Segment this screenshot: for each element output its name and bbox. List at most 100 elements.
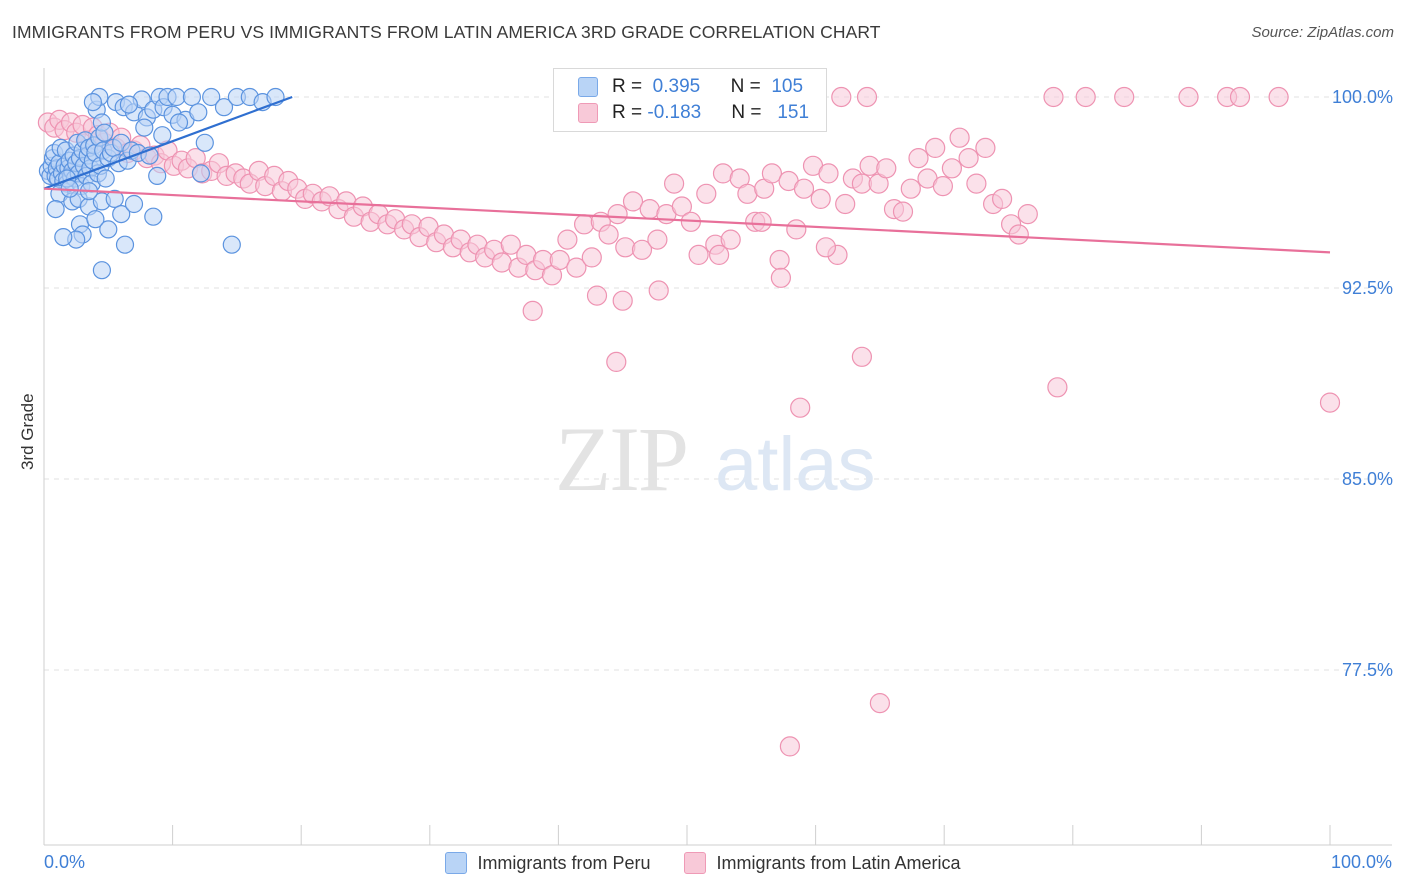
latin-america-point-76 <box>607 204 628 225</box>
latin-america-point-133 <box>1178 86 1199 108</box>
latin-america-point-98 <box>786 219 807 240</box>
latin-america-point-125 <box>1008 224 1029 245</box>
legend-swatch-peru <box>445 852 468 874</box>
latin-america-point-102 <box>818 163 839 184</box>
latin-america-point-151 <box>815 237 837 258</box>
y-tick-label-1: 85.0% <box>1342 469 1393 489</box>
latin-america-point-95 <box>761 163 783 184</box>
latin-america-point-79 <box>631 239 653 260</box>
latin-america-point-138 <box>790 397 811 418</box>
x-tick-label-min: 0.0% <box>44 852 86 872</box>
latin-america-point-62 <box>491 252 512 273</box>
peru-point-70 <box>202 87 221 107</box>
latin-america-point-99 <box>793 178 815 199</box>
legend: Immigrants from Peru Immigrants from Lat… <box>0 852 1406 874</box>
peru-point-86 <box>112 205 131 224</box>
peru-point-60 <box>148 166 167 185</box>
latin-america-point-118 <box>949 127 970 148</box>
y-tick-label-2: 92.5% <box>1342 278 1393 298</box>
peru-point-97 <box>222 235 241 254</box>
legend-label-peru: Immigrants from Peru <box>477 852 651 873</box>
latin-america-point-119 <box>958 148 979 169</box>
latin-america-point-150 <box>751 211 772 232</box>
peru-point-87 <box>124 194 144 214</box>
correlation-stats-box: R = 0.395 N = 105 R = -0.183 N = 151 <box>553 68 827 132</box>
latin-america-point-130 <box>1043 86 1064 108</box>
stats-swatch-peru <box>578 77 598 97</box>
latin-america-point-75 <box>598 224 619 245</box>
peru-point-43 <box>95 123 114 142</box>
stats-swatch-latin-america <box>578 103 598 123</box>
stats-row-peru: R = 0.395 N = 105 <box>578 74 803 100</box>
latin-america-point-72 <box>573 214 595 235</box>
peru-point-71 <box>214 98 234 117</box>
peru-point-65 <box>167 87 186 107</box>
peru-point-102 <box>153 126 172 145</box>
peru-point-100 <box>46 200 65 219</box>
latin-america-point-111 <box>892 201 914 222</box>
latin-america-point-117 <box>941 158 963 179</box>
latin-america-point-120 <box>966 173 987 194</box>
latin-america-point-145 <box>612 290 633 311</box>
svg-text:ZIP: ZIP <box>555 408 687 510</box>
legend-label-latin-america: Immigrants from Latin America <box>716 852 961 873</box>
latin-america-point-131 <box>1075 86 1096 108</box>
latin-america-point-101 <box>810 188 831 209</box>
stats-n-latin-america: 151 <box>777 102 810 123</box>
latin-america-point-142 <box>1047 377 1068 398</box>
stats-n-peru: 105 <box>771 76 804 97</box>
peru-point-79 <box>191 164 210 183</box>
legend-item-peru[interactable]: Immigrants from Peru <box>445 852 650 874</box>
latin-america-point-115 <box>925 137 946 158</box>
peru-point-85 <box>105 189 124 208</box>
stats-row-latin-america: R = -0.183 N = 151 <box>578 100 809 126</box>
chart-title: IMMIGRANTS FROM PERU VS IMMIGRANTS FROM … <box>12 22 881 42</box>
peru-point-91 <box>99 220 118 239</box>
peru-point-76 <box>119 95 138 114</box>
peru-point-88 <box>144 207 163 226</box>
x-tick-label-max: 100.0% <box>1330 852 1392 872</box>
latin-america-point-81 <box>647 229 668 250</box>
latin-america-point-92 <box>737 183 758 204</box>
latin-america-point-96 <box>769 249 790 271</box>
peru-point-95 <box>54 228 73 247</box>
latin-america-point-128 <box>831 86 852 108</box>
latin-america-point-116 <box>932 176 954 197</box>
latin-america-point-135 <box>1229 86 1251 108</box>
latin-america-point-104 <box>835 193 856 215</box>
zipatlas-watermark: ZIP atlas <box>555 408 876 510</box>
svg-text:atlas: atlas <box>715 422 876 507</box>
latin-america-point-90 <box>720 229 741 250</box>
latin-america-points <box>37 86 1341 757</box>
stats-r-latin-america: -0.183 <box>647 102 702 123</box>
axes <box>43 68 1392 846</box>
legend-swatch-latin-america <box>684 852 707 874</box>
latin-america-point-109 <box>876 158 897 179</box>
latin-america-point-149 <box>708 244 730 265</box>
peru-point-96 <box>92 261 112 280</box>
latin-america-point-148 <box>586 285 608 306</box>
y-tick-label-3: 100.0% <box>1332 87 1393 107</box>
latin-america-point-140 <box>869 692 891 714</box>
latin-america-point-69 <box>549 249 570 271</box>
peru-point-67 <box>182 87 201 107</box>
peru-point-44 <box>96 169 115 188</box>
y-tick-labels: 77.5% 85.0% 92.5% 100.0% <box>1332 87 1393 680</box>
latin-america-point-83 <box>663 173 685 194</box>
peru-point-69 <box>195 133 214 152</box>
source-label: Source: ZipAtlas.com <box>1251 24 1394 41</box>
y-axis-label: 3rd Grade <box>18 393 37 470</box>
latin-america-point-71 <box>566 257 587 278</box>
latin-america-point-77 <box>615 237 636 258</box>
peru-trendline <box>43 95 293 190</box>
latin-america-point-123 <box>991 188 1013 209</box>
legend-item-latin-america[interactable]: Immigrants from Latin America <box>684 852 961 874</box>
latin-america-point-113 <box>908 148 929 169</box>
latin-america-point-73 <box>581 247 602 268</box>
latin-america-point-63 <box>500 234 521 255</box>
latin-america-point-139 <box>1319 392 1341 413</box>
peru-point-90 <box>86 210 105 229</box>
latin-america-trendline <box>43 187 1331 254</box>
peru-point-68 <box>189 103 208 122</box>
